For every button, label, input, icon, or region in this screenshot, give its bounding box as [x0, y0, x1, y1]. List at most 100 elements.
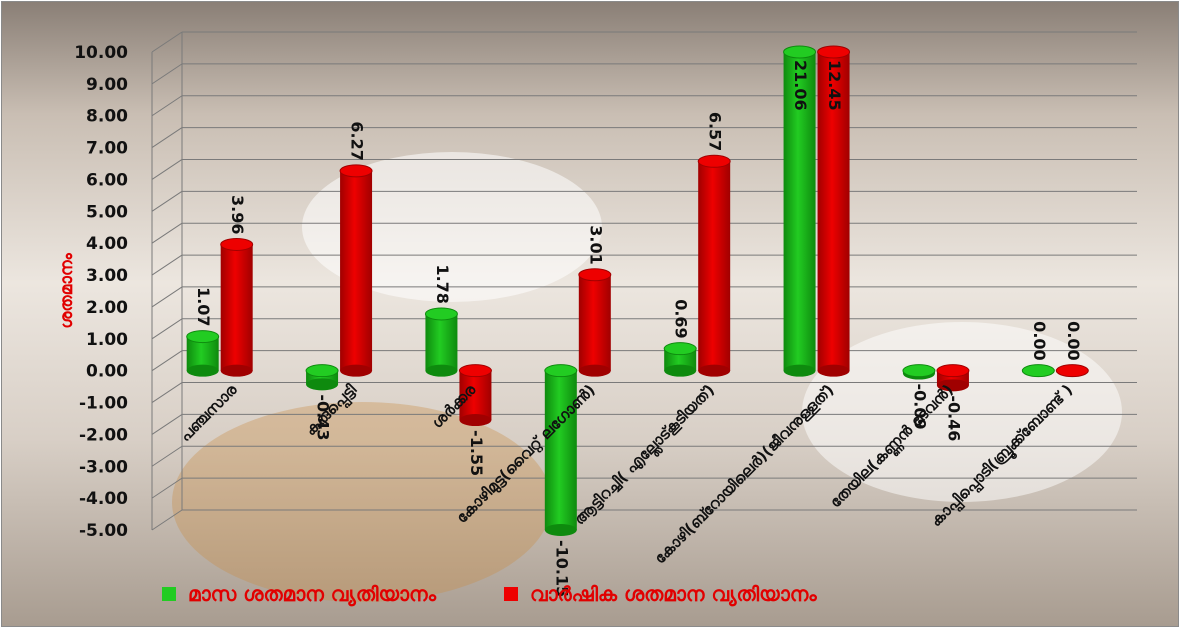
bar-yearly-5-base	[817, 364, 850, 377]
bar-yearly-5-cap	[817, 45, 851, 59]
legend: മാസ ശതമാന വ്യതിയാനം വാർഷിക ശതമാന വ്യതിയാ…	[162, 582, 877, 606]
gridline-depth	[151, 382, 183, 403]
bar-monthly-5-base	[783, 364, 816, 377]
y-tick-label: 6.00	[86, 170, 128, 190]
y-axis-label: ശതമാനം	[57, 252, 77, 328]
legend-label-yearly: വാർഷിക ശതമാന വ്യതിയാനം	[529, 582, 817, 606]
y-tick-label: 9.00	[86, 75, 128, 95]
gridline-depth	[151, 286, 183, 308]
bar-monthly-5	[783, 52, 816, 371]
gridline-depth	[151, 127, 183, 149]
gridline-depth	[151, 190, 183, 212]
gridline-depth	[151, 477, 183, 499]
y-tick-label: -1.00	[79, 394, 128, 414]
data-label-monthly-1: -0.43	[314, 394, 333, 440]
y-tick-label: 7.00	[86, 139, 128, 159]
bar-yearly-1-cap	[339, 164, 373, 178]
data-label-yearly-1: 6.27	[348, 121, 367, 160]
bar-yearly-6-cap	[936, 364, 970, 378]
bar-yearly-3-cap	[578, 268, 612, 282]
legend-item-yearly: വാർഷിക ശതമാന വ്യതിയാനം	[503, 582, 817, 606]
bar-yearly-7-cap	[1055, 364, 1089, 378]
bar-monthly-7-cap	[1021, 364, 1055, 378]
y-tick-label: -3.00	[79, 457, 128, 477]
data-label-yearly-3: 3.01	[586, 225, 605, 264]
bar-monthly-4-base	[664, 364, 697, 377]
data-label-yearly-2: -1.55	[467, 430, 486, 476]
bar-monthly-3	[544, 370, 577, 530]
data-label-yearly-0: 3.96	[228, 195, 247, 234]
y-tick-label: 8.00	[86, 107, 128, 127]
bar-monthly-5-cap	[783, 45, 817, 59]
legend-swatch-yearly	[503, 587, 518, 601]
bar-yearly-0-base	[220, 364, 253, 377]
bar-monthly-4-cap	[663, 342, 697, 356]
y-tick-label: 2.00	[86, 298, 128, 318]
bar-yearly-2-base	[459, 414, 492, 427]
bar-monthly-6-cap	[902, 364, 936, 378]
data-label-yearly-6: -0.46	[944, 395, 963, 441]
bar-yearly-6-base	[936, 379, 969, 392]
y-tick-label: 5.00	[86, 202, 128, 222]
bar-yearly-4-cap	[697, 154, 731, 168]
gridline-depth	[151, 63, 183, 85]
bar-monthly-0-cap	[186, 330, 220, 344]
bar-monthly-2-cap	[424, 307, 458, 321]
data-label-yearly-5: 12.45	[825, 60, 844, 111]
y-tick-label: 3.00	[86, 266, 128, 286]
gridline-depth	[151, 159, 183, 180]
bar-monthly-0-base	[186, 364, 219, 377]
bar-yearly-4	[698, 161, 731, 371]
bar-yearly-0-cap	[220, 237, 254, 251]
bar-yearly-1	[340, 170, 373, 371]
y-tick-label: 10.00	[74, 43, 128, 63]
bar-yearly-3	[578, 274, 611, 371]
y-tick-label: 0.00	[86, 362, 128, 382]
data-label-monthly-2: 1.78	[433, 264, 452, 303]
bar-yearly-1-base	[340, 364, 373, 377]
y-tick-label: -2.00	[79, 425, 128, 445]
bg-cup-3	[802, 322, 1122, 502]
data-label-yearly-7: 0.00	[1064, 321, 1083, 360]
bar-monthly-3-cap	[544, 364, 578, 378]
gridline-depth	[151, 509, 183, 531]
y-tick-label: 1.00	[86, 330, 128, 350]
gridline-depth	[151, 318, 183, 340]
data-label-monthly-0: 1.07	[194, 287, 213, 326]
bar-yearly-5	[817, 52, 850, 371]
gridline-depth	[151, 413, 183, 435]
bar-yearly-0	[220, 244, 253, 371]
gridline-depth	[151, 254, 183, 276]
bg-cup-2	[172, 402, 552, 602]
legend-swatch-monthly	[162, 587, 176, 601]
gridline-depth	[151, 350, 183, 372]
bar-yearly-2-cap	[458, 364, 492, 378]
bar-monthly-3-base	[544, 524, 577, 536]
bar-monthly-2-base	[425, 364, 458, 377]
legend-item-monthly: മാസ ശതമാന വ്യതിയാനം	[162, 582, 436, 606]
gridline-depth	[151, 445, 183, 467]
bar-yearly-2	[459, 370, 492, 421]
category-label: പഞ്ചസാര	[176, 380, 241, 445]
bar-monthly-2	[425, 313, 458, 371]
gridline-depth	[151, 222, 183, 244]
legend-label-monthly: മാസ ശതമാന വ്യതിയാനം	[188, 582, 436, 606]
y-tick-label: -4.00	[79, 489, 128, 509]
data-label-monthly-6: -0.09	[910, 384, 929, 430]
data-label-monthly-4: 0.69	[672, 299, 691, 338]
data-label-yearly-4: 6.57	[706, 112, 725, 151]
bar-yearly-4-base	[698, 364, 731, 377]
gridline-depth	[151, 31, 183, 53]
bar-monthly-1-base	[306, 378, 339, 391]
gridline-depth	[151, 95, 183, 117]
category-label: തേയില(കണ്ണൻ ദേവൻ)	[826, 381, 959, 514]
bar-yearly-3-base	[578, 364, 611, 377]
data-label-monthly-3: -10.15	[552, 540, 571, 597]
data-label-monthly-7: 0.00	[1030, 321, 1049, 360]
data-label-monthly-5: 21.06	[791, 60, 810, 111]
bar-monthly-1-cap	[305, 364, 339, 378]
y-tick-label: 4.00	[86, 234, 128, 254]
y-tick-label: -5.00	[79, 521, 128, 541]
